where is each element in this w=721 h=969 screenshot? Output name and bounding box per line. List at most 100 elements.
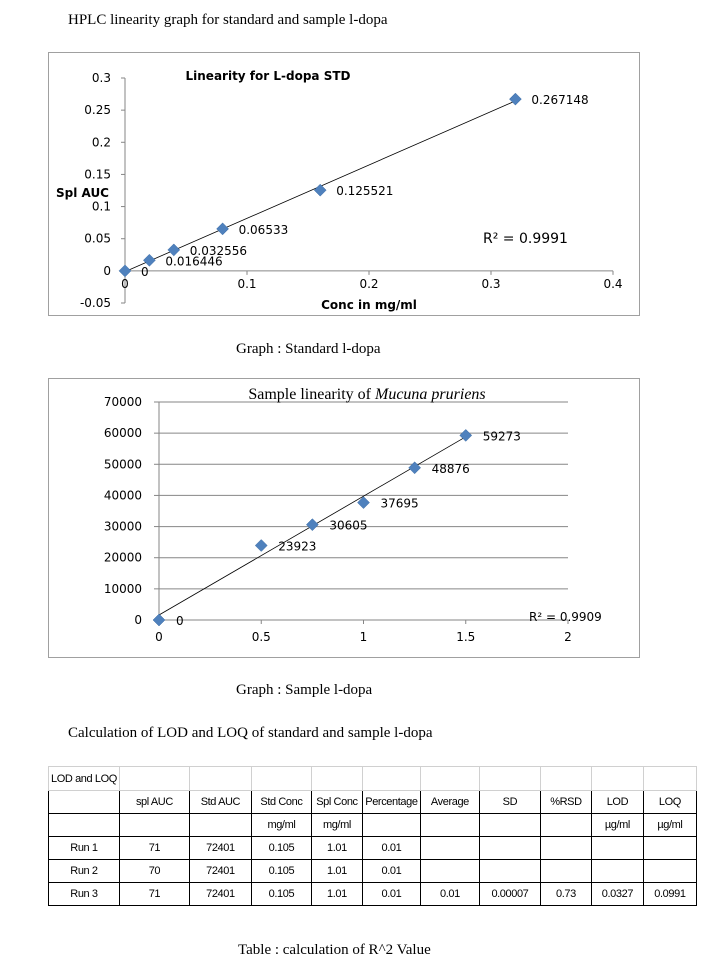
standard-chart-svg: -0.05 0 0.05 0.1 0.15 0.2 0.25 0.3 0 0.1 0.2 0.3 0.4… [56,69,623,312]
y-tick-label: 20000 [104,551,142,565]
table-cell: 71 [118,882,190,906]
data-label: 0.016446 [165,254,222,268]
table-header-cell: %RSD [539,790,592,814]
table-unit-cell [48,813,120,837]
data-label: 37695 [381,497,419,511]
data-label: 0.267148 [531,93,588,107]
lod-loq-subheading: Calculation of LOD and LOQ of standard a… [68,725,433,741]
table-unit-cell [478,813,541,837]
data-point [143,253,156,267]
lod-loq-table: LOD and LOQ spl AUC Std AUC Std Conc Spl… [48,766,697,906]
data-label: 0.125521 [336,184,393,198]
table-unit-cell [419,813,480,837]
data-label: 0.032556 [190,244,247,258]
table-cell: 70 [118,859,190,883]
table-cell: 72401 [188,882,252,906]
y-tick-label: 30000 [104,520,142,534]
x-tick-label: 2 [564,630,572,644]
x-tick-label: 0.5 [252,630,271,644]
table-cell: Run 3 [48,882,120,906]
table-unit-cell: µg/ml [642,813,697,837]
data-label: 0 [141,265,149,279]
y-axis-title: Spl AUC [56,186,109,200]
x-tick-label: 0 [121,277,129,291]
table-cell: 0.105 [250,836,312,860]
data-point [167,243,181,257]
table-units-row: mg/ml mg/ml µg/ml µg/ml [48,813,697,837]
table-caption: Table : calculation of R^2 Value [238,942,431,958]
standard-graph-caption: Graph : Standard l-dopa [236,341,381,357]
r-squared-label: R² = 0.9909 [529,610,602,624]
y-tick-label: 0 [103,264,111,278]
sample-graph-caption: Graph : Sample l-dopa [236,682,373,698]
table-unit-cell: mg/ml [250,813,312,837]
y-tick-label: 0 [134,613,142,627]
table-cell [539,859,592,883]
page-heading: HPLC linearity graph for standard and sa… [68,12,388,28]
table-cell: 0.105 [250,882,312,906]
chart-title: Linearity for L-dopa STD [186,69,351,83]
table-cell: 0.00007 [478,882,541,906]
data-point [118,264,132,278]
table-cell: 1.01 [310,882,363,906]
chart-title-species: Mucuna pruriens [374,386,486,403]
table-corner-label: LOD and LOQ [48,766,120,791]
table-header-cell: Std Conc [250,790,312,814]
table-cell: Run 2 [48,859,120,883]
chart-title: Sample linearity of Mucuna pruriens [248,386,485,403]
x-tick-label: 1 [360,630,368,644]
data-point [459,429,473,442]
x-tick-label: 0.2 [359,277,378,291]
table-header-cell: Percentage [361,790,421,814]
table-cell [478,859,541,883]
y-tick-label: 40000 [104,488,142,502]
y-tick-label: 0.05 [84,232,111,246]
table-header-cell: spl AUC [118,790,190,814]
chart-title-plain: Sample linearity of [248,386,375,403]
x-tick-label: 0.1 [237,277,256,291]
table-cell: 0.105 [250,859,312,883]
data-point [152,613,166,627]
table-unit-cell: µg/ml [590,813,644,837]
data-point [357,496,370,509]
sample-linearity-chart: 0 10000 20000 30000 40000 50000 60000 70000 0 0.5… [48,378,640,658]
table-unit-cell [361,813,421,837]
table-cell [642,836,697,860]
data-label: 59273 [483,429,521,443]
table-unit-cell [539,813,592,837]
table-cell: 0.01 [419,882,480,906]
table-cell: Run 1 [48,836,120,860]
table-cell [590,836,644,860]
y-tick-label: -0.05 [80,296,111,310]
x-tick-label: 1.5 [456,630,475,644]
table-header-cell: Spl Conc [310,790,363,814]
table-unit-cell [118,813,190,837]
sample-chart-svg: 0 10000 20000 30000 40000 50000 60000 70000 0 0.5… [104,386,602,644]
data-label: 0.06533 [239,223,289,237]
table-unit-cell [188,813,252,837]
data-label: 23923 [278,539,316,553]
data-label: 48876 [432,462,470,476]
y-tick-label: 0.25 [84,103,111,117]
table-cell: 0.0991 [642,882,697,906]
table-cell: 0.01 [361,859,421,883]
data-label: 30605 [329,519,367,533]
y-tick-label: 60000 [104,426,142,440]
standard-linearity-chart: -0.05 0 0.05 0.1 0.15 0.2 0.25 0.3 0 0.1 0.2 0.3 0.4… [48,52,640,316]
x-axis-title: Conc in mg/ml [321,298,417,312]
table-cell: 72401 [188,859,252,883]
data-point [254,539,268,552]
y-tick-label: 0.15 [84,167,111,181]
table-cell [590,859,644,883]
table-cell [419,836,480,860]
x-tick-label: 0 [155,630,163,644]
table-cell: 0.73 [539,882,592,906]
table-cell [539,836,592,860]
table-unit-cell: mg/ml [310,813,363,837]
y-tick-label: 0.1 [92,200,111,214]
table-cell: 0.01 [361,882,421,906]
table-cell [478,836,541,860]
data-point [408,461,421,475]
table-cell [642,859,697,883]
table-row: Run 1 71 72401 0.105 1.01 0.01 [48,836,697,860]
